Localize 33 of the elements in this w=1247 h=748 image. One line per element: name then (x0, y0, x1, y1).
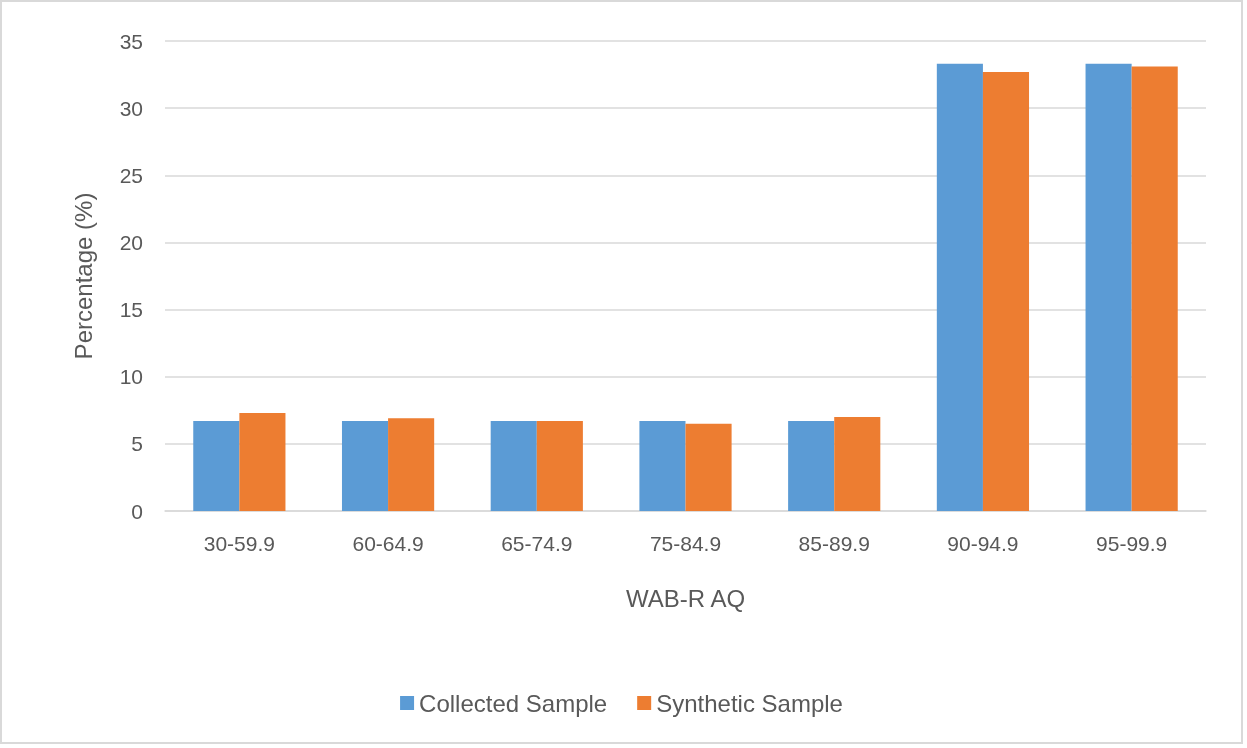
bar (639, 421, 686, 511)
x-tick-label: 95-99.9 (1096, 532, 1168, 555)
y-tick-label: 15 (119, 298, 143, 322)
bar (788, 421, 835, 511)
y-tick-label: 35 (119, 29, 143, 53)
y-tick-label: 0 (131, 499, 143, 523)
bar (388, 418, 435, 511)
x-axis-title: WAB-R AQ (625, 584, 746, 612)
bar (1085, 63, 1132, 511)
x-tick-label: 90-94.9 (947, 532, 1019, 555)
y-tick-label: 10 (119, 365, 143, 389)
bar (193, 421, 240, 511)
bar (982, 71, 1030, 511)
bar (1131, 66, 1178, 511)
legend-label: Collected Sample (419, 689, 608, 717)
y-tick-label: 30 (119, 96, 143, 120)
x-tick-label: 30-59.9 (203, 532, 275, 555)
bar (936, 63, 983, 511)
bar (239, 412, 286, 511)
x-tick-label: 65-74.9 (501, 532, 573, 555)
bar (490, 421, 537, 511)
x-tick-label: 85-89.9 (798, 532, 870, 555)
bar (834, 417, 881, 511)
bar (685, 423, 732, 511)
y-tick-label: 25 (119, 163, 143, 187)
y-tick-label: 20 (119, 230, 143, 254)
x-tick-label: 75-84.9 (649, 532, 722, 555)
x-tick-label: 60-64.9 (352, 532, 424, 555)
legend-label: Synthetic Sample (656, 689, 843, 717)
bar (536, 421, 583, 511)
bar (341, 421, 389, 511)
y-tick-label: 5 (131, 432, 143, 456)
y-axis-title: Percentage (%) (69, 192, 97, 360)
